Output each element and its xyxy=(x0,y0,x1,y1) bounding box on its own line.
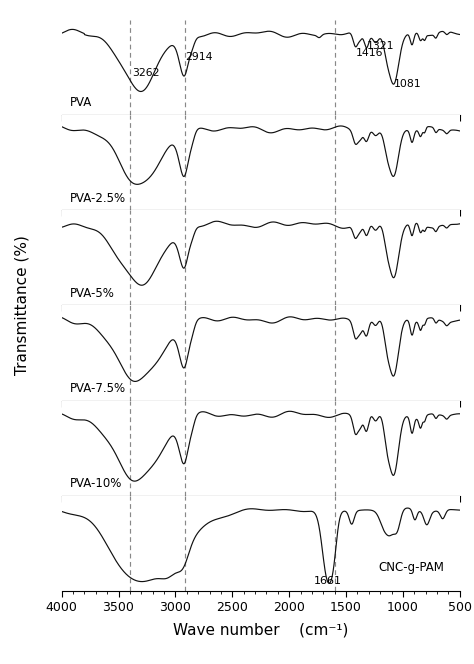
Text: 3262: 3262 xyxy=(132,68,159,78)
X-axis label: Wave number    (cm⁻¹): Wave number (cm⁻¹) xyxy=(173,623,348,637)
Text: PVA-5%: PVA-5% xyxy=(70,287,114,299)
Text: Transmittance (%): Transmittance (%) xyxy=(14,236,29,375)
Text: 1321: 1321 xyxy=(366,41,394,50)
Text: 1661: 1661 xyxy=(314,576,342,586)
Text: PVA: PVA xyxy=(70,96,92,110)
Text: 1081: 1081 xyxy=(394,78,421,89)
Text: CNC-g-PAM: CNC-g-PAM xyxy=(378,561,444,574)
Text: 2914: 2914 xyxy=(185,52,213,62)
Text: 1416: 1416 xyxy=(356,48,383,58)
Text: PVA-2.5%: PVA-2.5% xyxy=(70,191,126,205)
Text: PVA-10%: PVA-10% xyxy=(70,477,122,490)
Text: PVA-7.5%: PVA-7.5% xyxy=(70,382,126,395)
